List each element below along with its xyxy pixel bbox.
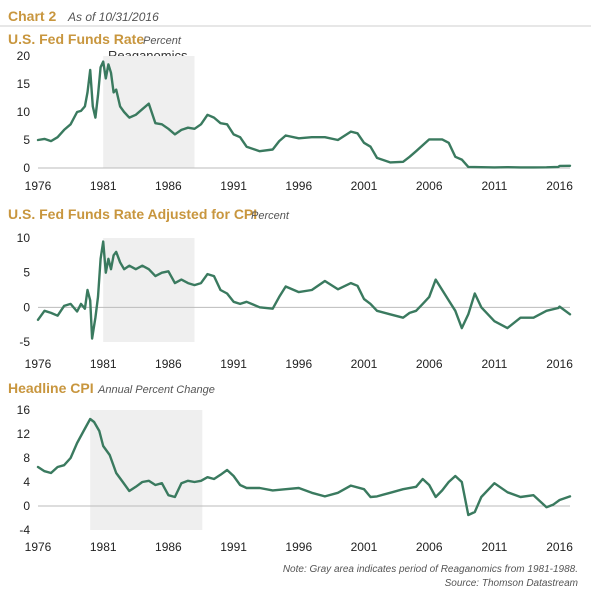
plots: 0 5 10 15 20 1976 1981 1986 1991 1996 2001 2006 2011… — [17, 49, 574, 554]
panel-1-shade-area — [103, 56, 195, 168]
as-of-date: As of 10/31/2016 — [67, 10, 159, 24]
panel-3-xtick-label-2: 1986 — [155, 540, 182, 554]
panel-2-subtitle: Percent — [251, 210, 290, 222]
panel-1-xtick-label-5: 2001 — [351, 179, 378, 193]
panel-3-xtick-label-4: 1996 — [285, 540, 312, 554]
panel-2-xtick-label-5: 2001 — [351, 357, 378, 371]
panel-2-ytick-label-3: 10 — [17, 231, 31, 245]
panel-2-xtick-label-1: 1981 — [90, 357, 117, 371]
panel-2-xtick-label-4: 1996 — [285, 357, 312, 371]
panel-1-ytick-label-0: 0 — [23, 161, 30, 175]
panel-1-xtick-label-3: 1991 — [220, 179, 247, 193]
panel-2-xtick-label-3: 1991 — [220, 357, 247, 371]
panel-1-xtick-label-0: 1976 — [25, 179, 52, 193]
panel-1-ytick-label-2: 10 — [17, 105, 31, 119]
panel-2-series-line — [36, 240, 572, 340]
panel-2-xtick-label-6: 2006 — [416, 357, 443, 371]
panel-1-xtick-label-2: 1986 — [155, 179, 182, 193]
panel-1-ytick-label-4: 20 — [17, 49, 31, 63]
panel-3-ytick-label-0: -4 — [19, 523, 30, 537]
panel-1-xtick-label-7: 2011 — [481, 179, 507, 193]
panel-2-xtick-label-2: 1986 — [155, 357, 182, 371]
panel-1-subtitle: Percent — [143, 35, 182, 47]
footnote-source: Source: Thomson Datastream — [445, 578, 578, 589]
panel-2-ytick-label-0: -5 — [19, 335, 30, 349]
panel-3-xtick-label-8: 2016 — [546, 540, 573, 554]
panel-1-xtick-label-6: 2006 — [416, 179, 443, 193]
panel-2-ytick-label-1: 0 — [23, 300, 30, 314]
panel-2-ytick-label-2: 5 — [23, 266, 30, 280]
panel-1-xtick-label-8: 2016 — [546, 179, 573, 193]
panel-3-subtitle: Annual Percent Change — [97, 384, 215, 396]
panel-1-ytick-label-1: 5 — [23, 133, 30, 147]
panel-3-xtick-label-1: 1981 — [90, 540, 117, 554]
panel-1-title: U.S. Fed Funds Rate — [8, 31, 144, 47]
panel-3-shade-area — [90, 410, 203, 530]
panel-1-ytick-label-3: 15 — [17, 77, 31, 91]
footnote-note: Note: Gray area indicates period of Reag… — [283, 564, 578, 575]
panel-2-xtick-label-0: 1976 — [25, 357, 52, 371]
panel-1-series-line — [36, 60, 572, 169]
panel-2-xtick-label-8: 2016 — [546, 357, 573, 371]
panel-1-xtick-label-4: 1996 — [285, 179, 312, 193]
panel-3-series-line — [36, 417, 572, 517]
panel-1-xtick-label-1: 1981 — [90, 179, 117, 193]
panel-3-ytick-label-2: 4 — [23, 475, 30, 489]
chart-label: Chart 2 — [8, 8, 56, 24]
panel-3-title: Headline CPI — [8, 380, 94, 396]
panel-3-ytick-label-1: 0 — [23, 499, 30, 513]
panel-3-ytick-label-5: 16 — [17, 403, 31, 417]
panel-3-ytick-label-4: 12 — [17, 427, 31, 441]
panel-3-ytick-label-3: 8 — [23, 451, 30, 465]
panel-2-xtick-label-7: 2011 — [481, 357, 507, 371]
panel-2-title: U.S. Fed Funds Rate Adjusted for CPI — [8, 206, 257, 222]
panel-3-xtick-label-5: 2001 — [351, 540, 378, 554]
panel-3-xtick-label-3: 1991 — [220, 540, 247, 554]
panel-3-xtick-label-7: 2011 — [481, 540, 507, 554]
panel-3-xtick-label-0: 1976 — [25, 540, 52, 554]
panel-3-xtick-label-6: 2006 — [416, 540, 443, 554]
